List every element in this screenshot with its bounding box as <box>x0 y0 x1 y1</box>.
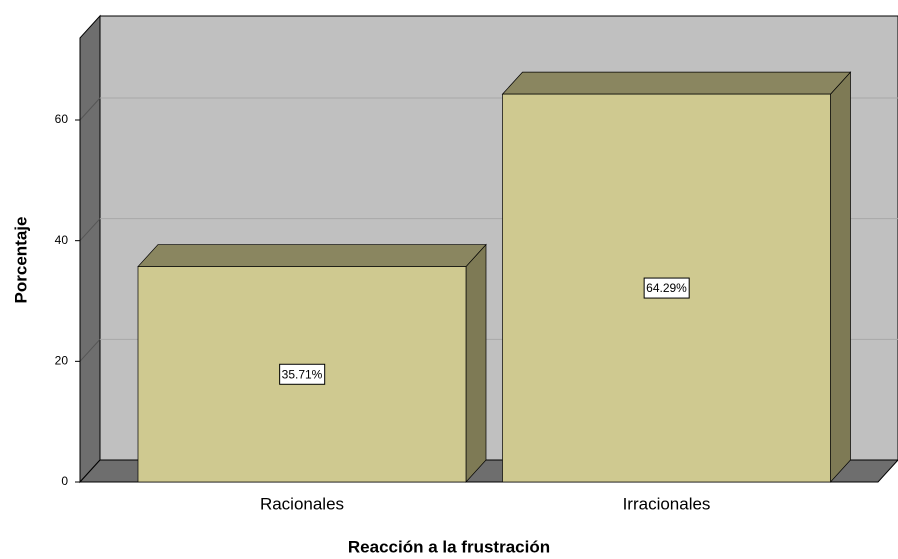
value-label: 35.71% <box>282 367 323 381</box>
grid-line <box>79 97 101 121</box>
x-tick-label: Racionales <box>260 494 344 513</box>
bar-side <box>465 243 487 483</box>
left-wall <box>79 14 101 484</box>
y-tick-label: 20 <box>55 354 69 368</box>
bar-top <box>137 244 487 267</box>
y-tick-label: 40 <box>55 233 69 247</box>
value-label-box <box>643 277 690 299</box>
x-tick-label: Irracionales <box>623 494 711 513</box>
bar-side <box>830 71 851 483</box>
y-tick-label: 60 <box>55 112 69 126</box>
value-label-box <box>279 363 326 385</box>
y-axis-title: Porcentaje <box>11 217 30 304</box>
grid-line <box>79 338 101 362</box>
grid-line <box>79 218 101 242</box>
bar-top <box>501 71 852 95</box>
x-axis-title: Reacción a la frustración <box>348 537 550 556</box>
value-label: 64.29% <box>646 281 687 295</box>
y-tick-label: 0 <box>61 474 68 488</box>
